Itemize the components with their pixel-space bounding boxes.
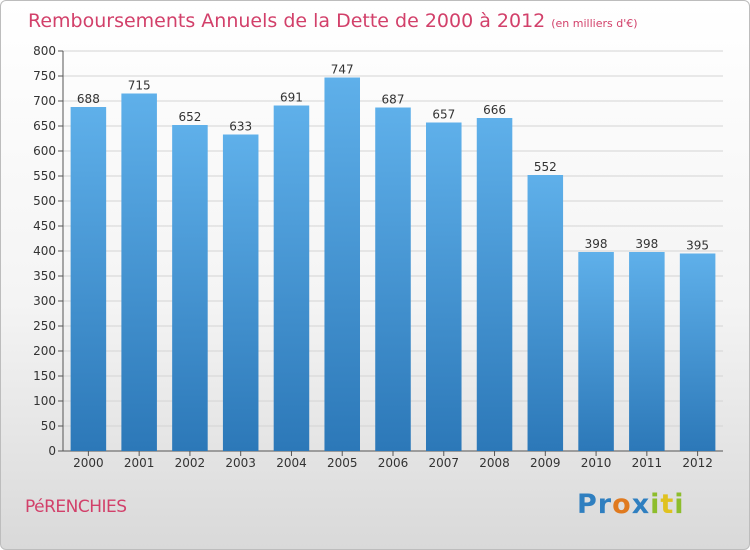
bar-value-label: 715	[128, 79, 151, 93]
bar	[172, 125, 208, 451]
logo-letter: P	[577, 489, 598, 520]
logo-letter: t	[660, 489, 675, 520]
y-tick-label: 550	[33, 169, 56, 183]
bar-value-label: 657	[432, 108, 455, 122]
x-tick-label: 2007	[428, 456, 459, 470]
logo-letter: i	[650, 489, 661, 520]
logo-letter: r	[597, 489, 613, 520]
y-tick-label: 450	[33, 219, 56, 233]
y-tick-label: 0	[48, 444, 56, 458]
bar	[629, 252, 665, 451]
bar	[273, 105, 310, 451]
y-tick-label: 400	[33, 244, 56, 258]
bar-value-label: 688	[77, 92, 100, 106]
x-tick-label: 2010	[581, 456, 612, 470]
y-tick-label: 100	[33, 394, 56, 408]
bar-value-label: 395	[686, 239, 709, 253]
y-tick-label: 500	[33, 194, 56, 208]
bar	[222, 134, 259, 451]
bar-value-label: 398	[635, 237, 658, 251]
y-tick-label: 800	[33, 44, 56, 58]
x-tick-label: 2008	[479, 456, 510, 470]
bar-value-label: 691	[280, 91, 303, 105]
axes: 0 50 100 150 200 250 300 350 400 450 500 550 600 650 7…	[33, 44, 723, 470]
y-tick-label: 50	[41, 419, 56, 433]
y-tick-label: 250	[33, 319, 56, 333]
bars	[70, 77, 716, 451]
x-tick-label: 2004	[276, 456, 307, 470]
bar	[476, 118, 513, 451]
logo-letter: o	[612, 489, 632, 520]
x-tick-label: 2005	[327, 456, 358, 470]
bar	[121, 93, 157, 451]
bar	[527, 175, 564, 451]
bar-value-label: 633	[229, 120, 252, 134]
bar	[70, 107, 107, 451]
bar-value-label: 666	[483, 103, 506, 117]
chart-subtitle: (en milliers d'€)	[551, 17, 638, 30]
bar	[426, 122, 462, 451]
bar-value-label: 398	[585, 237, 608, 251]
proxiti-logo[interactable]: Proxiti	[577, 489, 685, 520]
y-tick-label: 150	[33, 369, 56, 383]
bar	[324, 77, 360, 451]
bar-value-label: 687	[382, 93, 405, 107]
x-tick-label: 2012	[682, 456, 713, 470]
logo-letter: x	[631, 489, 651, 520]
x-tick-label: 2002	[175, 456, 206, 470]
x-tick-label: 2000	[73, 456, 104, 470]
y-tick-label: 650	[33, 119, 56, 133]
data-labels: 688 715 652 633 691 747 687 657 666 552 398 398 395	[77, 63, 709, 253]
logo-letter: i	[674, 489, 685, 520]
bar	[679, 253, 716, 451]
y-tick-label: 700	[33, 94, 56, 108]
bar-value-label: 552	[534, 160, 557, 174]
x-tick-label: 2006	[378, 456, 409, 470]
x-tick-label: 2009	[530, 456, 561, 470]
x-tick-label: 2011	[632, 456, 663, 470]
y-tick-label: 300	[33, 294, 56, 308]
bar-value-label: 652	[178, 110, 201, 124]
bar	[578, 252, 614, 451]
chart-title: Remboursements Annuels de la Dette de 20…	[28, 10, 638, 32]
bar-value-label: 747	[331, 63, 354, 77]
y-tick-label: 600	[33, 144, 56, 158]
commune-name: PéRENCHIES	[25, 497, 127, 517]
y-tick-label: 200	[33, 344, 56, 358]
bar	[375, 107, 411, 451]
chart-title-text: Remboursements Annuels de la Dette de 20…	[28, 10, 546, 32]
x-tick-label: 2003	[225, 456, 256, 470]
y-tick-label: 350	[33, 269, 56, 283]
x-tick-label: 2001	[124, 456, 155, 470]
y-tick-label: 750	[33, 69, 56, 83]
